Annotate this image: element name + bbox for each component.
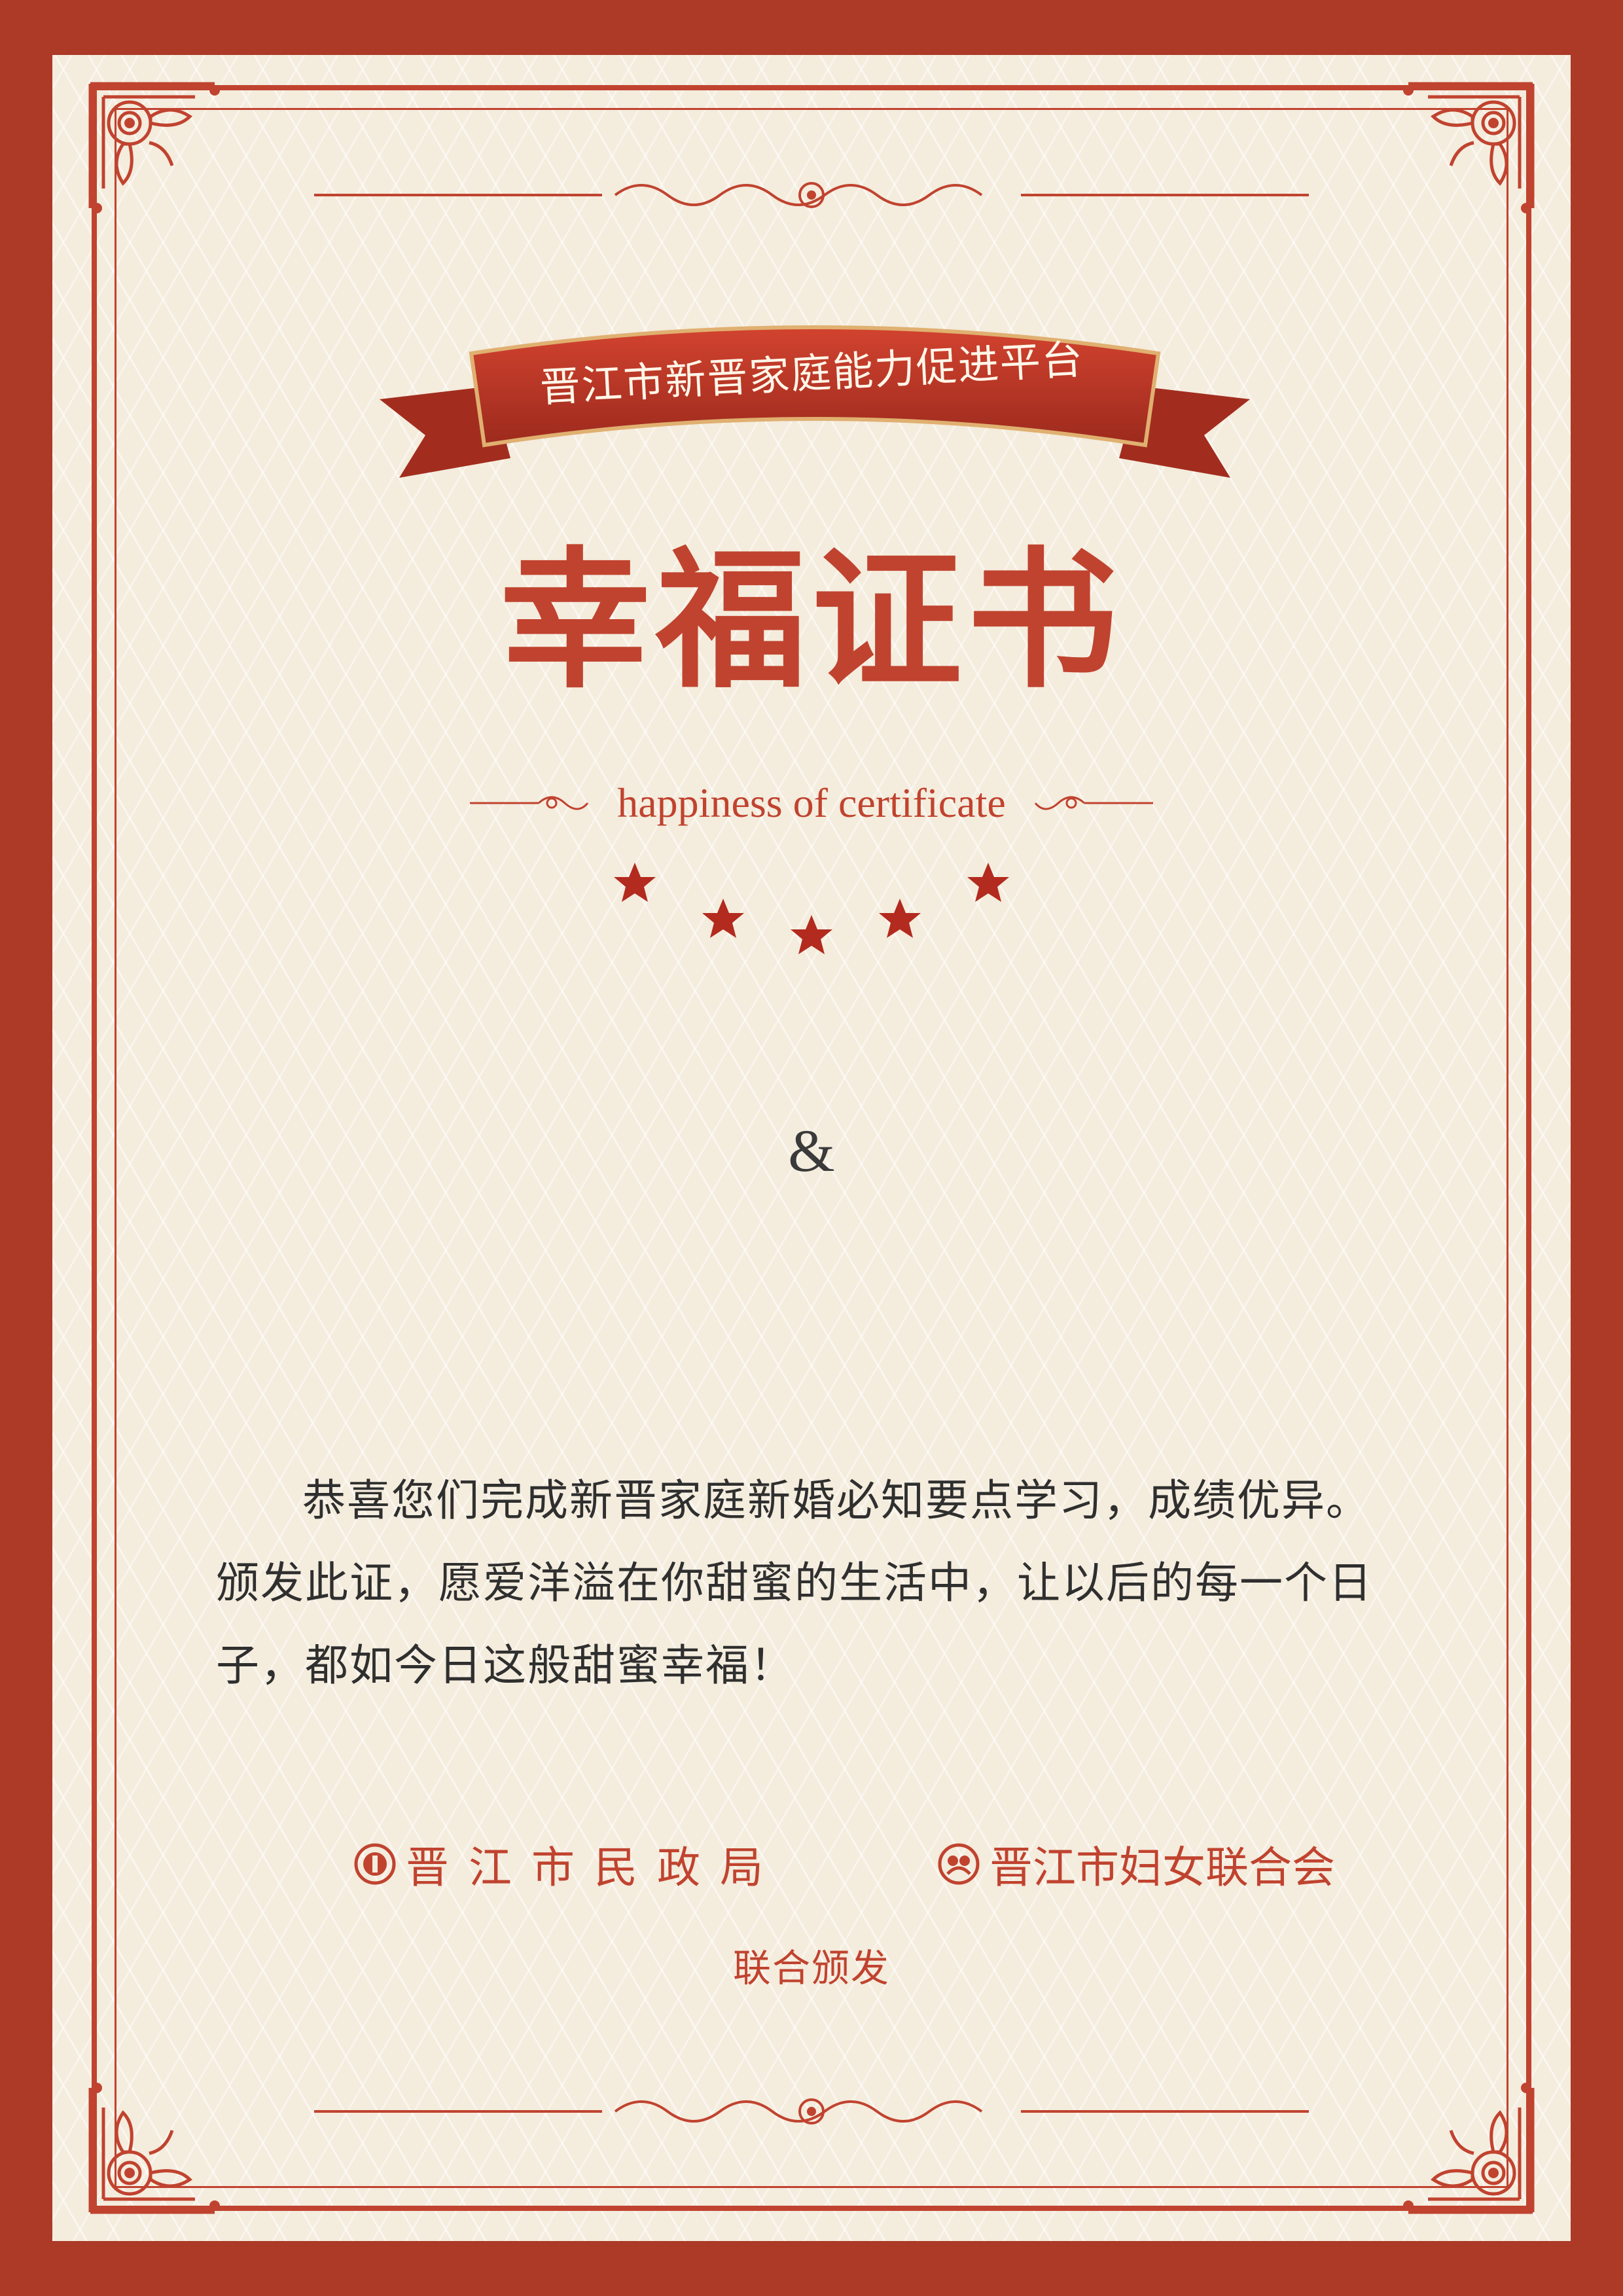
inner-frame [115,108,1508,2188]
star-icon [967,863,1009,902]
star-icon [879,899,921,938]
joint-issue-label: 联合颁发 [732,1946,890,1990]
corner-ornament-bottom-left-icon [88,2083,220,2214]
womens-federation-emblem-icon [938,1843,980,1885]
corner-ornament-top-left-icon [88,82,220,213]
issuer-name: 晋江市妇女联合会 [990,1842,1335,1893]
issuer-womens-federation: 晋江市妇女联合会 [937,1833,1335,1895]
issuers-row: 晋江市民政局 晋江市妇女联合会 [353,1833,1335,1895]
left-swirl-icon [470,796,589,810]
ribbon-banner-icon [380,325,1250,478]
certificate-title: 幸福证书 [499,534,1123,709]
subtitle-row: happiness of certificate [0,779,1623,827]
corner-ornament-top-right-icon [1403,82,1535,213]
issuer-civil-affairs: 晋江市民政局 [353,1833,783,1895]
certificate-body: 恭喜您们完成新晋家庭新婚必知要点学习，成绩优异。颁发此证，愿爱洋溢在你甜蜜的生活… [216,1475,1373,1691]
outer-frame [92,85,1531,2211]
certificate-subtitle: happiness of certificate [617,780,1006,826]
names-separator: & [788,1117,835,1184]
star-icon [614,863,656,902]
right-swirl-icon [1034,796,1153,810]
corner-ornament-bottom-right-icon [1403,2083,1535,2214]
civil-affairs-emblem-icon [354,1843,396,1885]
issuer-name: 晋江市民政局 [406,1842,783,1893]
five-stars [614,863,1009,954]
bottom-divider-ornament-icon [314,2098,1309,2125]
top-divider-ornament-icon [314,182,1309,208]
star-icon [791,915,832,954]
star-icon [702,899,744,938]
